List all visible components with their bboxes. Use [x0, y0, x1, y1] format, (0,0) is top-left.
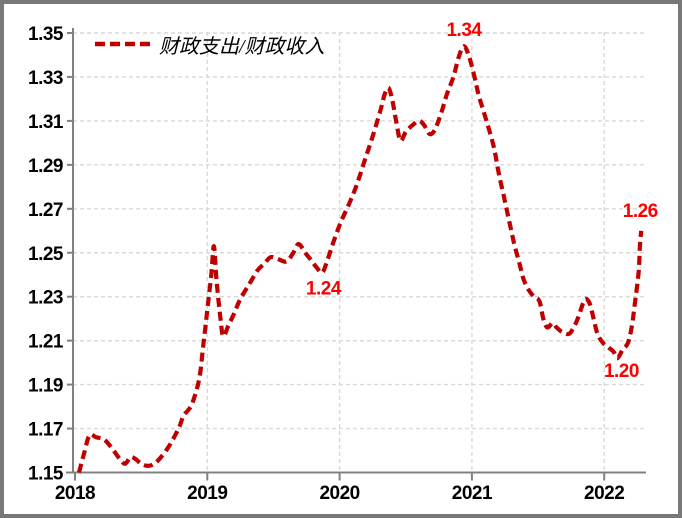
y-axis-tick-label: 1.35 [28, 24, 64, 45]
x-axis-tick-label: 2020 [319, 483, 359, 504]
y-axis-tick-label: 1.23 [28, 288, 63, 309]
legend-dashed-line-icon [95, 41, 151, 47]
x-axis-tick-label: 2022 [584, 483, 624, 504]
x-axis-tick-label: 2021 [452, 483, 493, 504]
data-series-dashed-line [76, 44, 644, 474]
y-axis-tick-label: 1.15 [28, 464, 64, 485]
y-axis-tick-label: 1.21 [28, 332, 64, 353]
y-axis-tick-label: 1.29 [28, 156, 63, 177]
axis-tick-labels: 1.35 1.33 1.31 1.29 1.27 1.25 1.23 1.21 1.19 1.17… [28, 24, 625, 504]
annotation-1.24: 1.24 [306, 279, 342, 300]
y-axis-tick-label: 1.31 [28, 112, 64, 133]
y-axis-tick-label: 1.33 [28, 68, 63, 89]
x-axis-tick-label: 2019 [187, 483, 227, 504]
y-axis-tick-label: 1.25 [28, 244, 64, 265]
annotation-1.20: 1.20 [604, 361, 639, 382]
y-axis-tick-label: 1.19 [28, 376, 63, 397]
axes [66, 28, 646, 481]
data-point-annotations: 1.34 1.24 1.20 1.26 [306, 20, 658, 382]
y-axis-tick-label: 1.27 [28, 200, 63, 221]
legend-series-label: 财政支出/财政收入 [159, 35, 325, 58]
fiscal-ratio-line [76, 44, 644, 474]
y-axis-tick-label: 1.17 [28, 420, 63, 441]
legend: 财政支出/财政收入 [94, 32, 325, 58]
x-axis-tick-label: 2018 [55, 483, 95, 504]
annotation-1.34: 1.34 [446, 20, 482, 41]
gridlines [73, 32, 644, 473]
annotation-1.26: 1.26 [623, 201, 658, 222]
